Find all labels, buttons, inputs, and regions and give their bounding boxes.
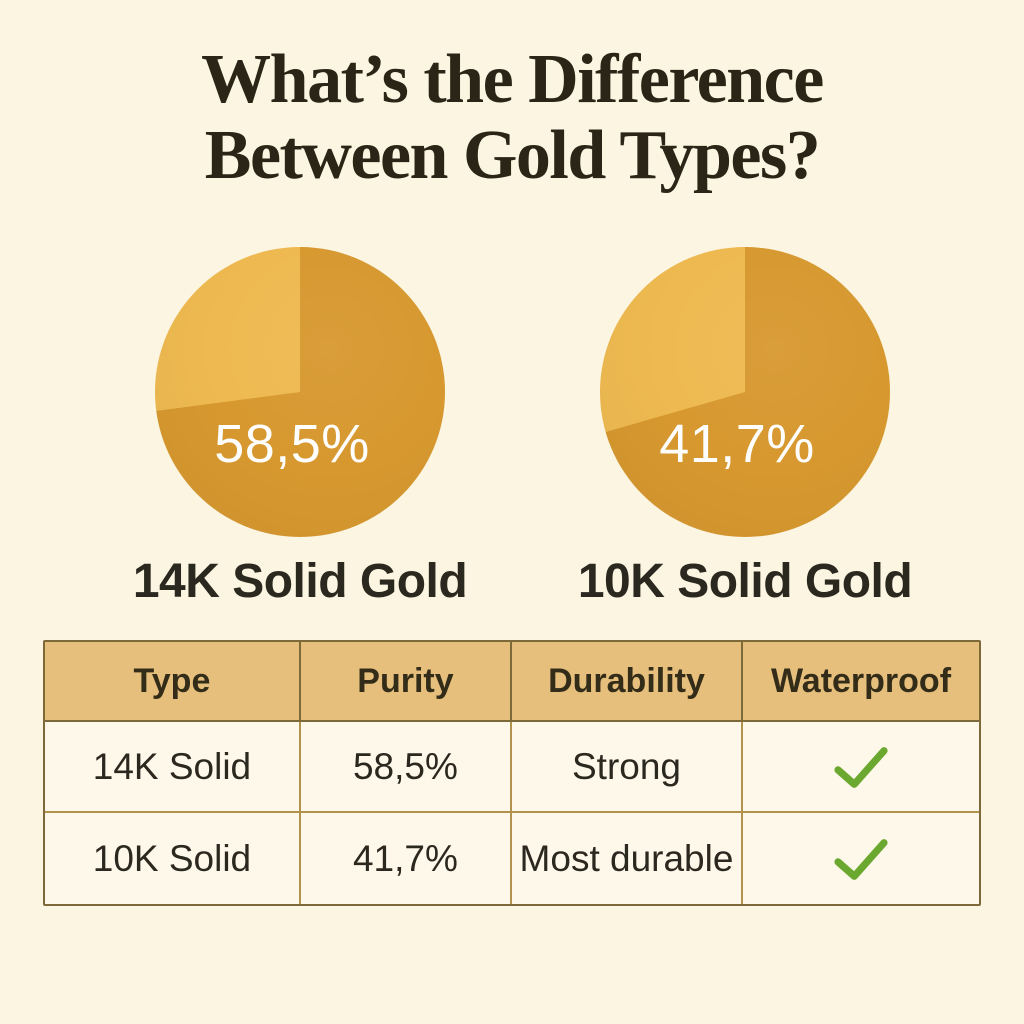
table-cell-row2-durability: Most durable bbox=[512, 813, 743, 904]
table-header-purity: Purity bbox=[300, 642, 512, 722]
page-title-line-2: Between Gold Types? bbox=[204, 116, 821, 194]
pie-caption-10k: 10K Solid Gold bbox=[577, 555, 913, 608]
table-cell-row1-waterproof bbox=[743, 722, 979, 813]
table-cell-row2-waterproof bbox=[743, 813, 979, 904]
table-header-type: Type bbox=[45, 642, 301, 722]
table-cell-row1-type: 14K Solid bbox=[45, 722, 301, 813]
pie-chart-10k: 41,7% bbox=[600, 247, 890, 537]
pie-caption-14k: 14K Solid Gold bbox=[132, 555, 468, 608]
page-title-line-1: What’s the Difference bbox=[201, 41, 824, 118]
table-cell-row1-purity: 58,5% bbox=[300, 722, 512, 813]
pie-value-label-14k: 58,5% bbox=[214, 414, 370, 474]
pie-group-10k: 41,7% 10K Solid Gold bbox=[550, 247, 940, 609]
page-title: What’s the Difference Between Gold Types… bbox=[0, 42, 1024, 193]
table-cell-row1-durability: Strong bbox=[512, 722, 743, 813]
table-cell-row2-purity: 41,7% bbox=[301, 813, 512, 904]
pie-chart-14k: 58,5% bbox=[155, 247, 445, 537]
pie-group-14k: 58,5% 14K Solid Gold bbox=[105, 247, 495, 609]
table-header-durability: Durability bbox=[512, 642, 743, 722]
checkmark-icon bbox=[834, 838, 888, 880]
comparison-table: Type Purity Durability Waterproof 14K So… bbox=[43, 640, 981, 906]
pie-value-label-10k: 41,7% bbox=[659, 414, 815, 474]
table-header-waterproof: Waterproof bbox=[743, 642, 979, 722]
table-cell-row2-type: 10K Solid bbox=[45, 813, 301, 904]
checkmark-icon bbox=[834, 746, 888, 788]
